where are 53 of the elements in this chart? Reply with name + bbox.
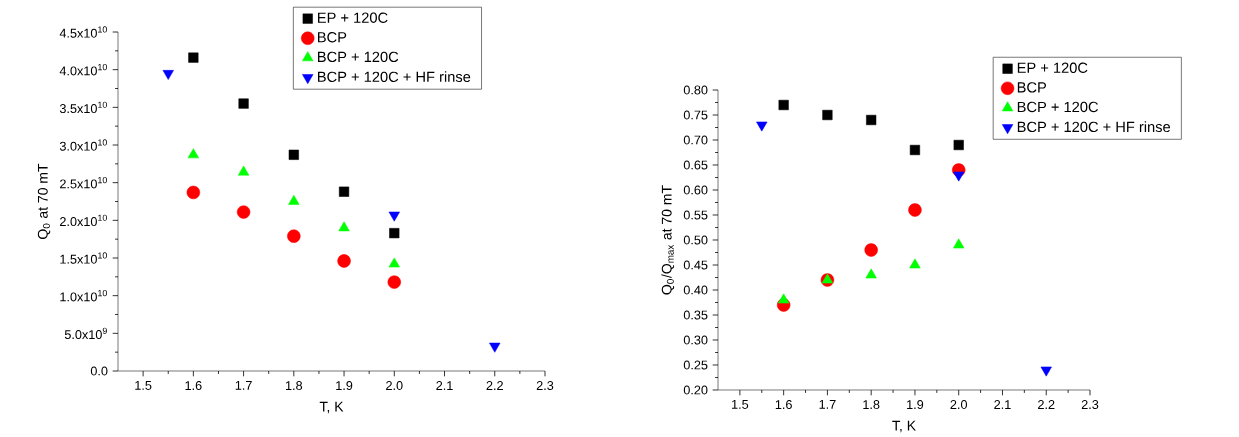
y-tick-label: 2.5x10$^{10}$ [60,176,107,189]
legend-label: BCP + 120C + HF rinse [1017,121,1171,133]
x-tick-label: 1.9 [907,400,924,410]
y-tick-label: 0.55 [683,210,708,220]
y-tick-label: 0.35 [683,310,708,320]
x-tick-label: 1.8 [285,381,303,391]
x-tick-label: 1.7 [235,381,252,390]
x-tick-label: 1.7 [819,400,836,409]
legend-label: BCP + 120C [1017,101,1098,113]
x-tick-label: 1.6 [185,381,202,391]
legend-label: BCP + 120C [318,51,399,63]
y-tick-label: 0.25 [683,360,708,370]
x-tick-label: 2.1 [994,400,1011,409]
y-axis-title: Q$_{0}$/Q$_{max}$ at 70 mT [661,185,675,295]
y-tick-label: 1.0x10$^{10}$ [60,289,107,302]
legend-label: BCP [318,32,347,43]
y-tick-label: 5.0x10$^{9}$ [64,327,107,340]
y-tick-label: 0.50 [683,235,708,245]
legend-label: BCP + 120C + HF rinse [318,71,471,83]
y-tick-label: 3.0x10$^{10}$ [59,139,107,151]
x-tick-label: 1.5 [135,381,152,390]
y-tick-label: 2.0x10$^{10}$ [60,214,107,227]
y-tick-label: 0.70 [683,135,708,145]
x-axis-title: T, K [892,420,916,433]
y-tick-label: 0.65 [683,160,708,170]
y-tick-label: 4.5x10$^{10}$ [59,26,107,38]
y-tick-label: 0.20 [683,385,708,395]
x-tick-label: 2.2 [1038,400,1055,409]
y-tick-label: 1.5x10$^{10}$ [60,252,107,264]
legend-label: EP + 120C [1017,62,1088,73]
y-tick-label: 0.0 [90,366,108,376]
x-tick-label: 2.3 [1081,400,1099,410]
x-tick-label: 2.2 [486,381,503,390]
y-axis-title: Q$_{0}$ at 70 mT [37,163,51,239]
x-tick-label: 2.3 [536,381,554,391]
y-tick-label: 4.0x10$^{10}$ [59,63,107,76]
y-tick-label: 0.75 [683,110,708,120]
x-axis-title: T, K [319,401,344,414]
x-tick-label: 2.0 [950,400,968,410]
x-tick-label: 1.6 [775,400,792,410]
x-tick-label: 1.5 [732,400,749,409]
x-tick-label: 1.8 [863,400,880,410]
x-tick-label: 1.9 [336,381,353,391]
y-tick-label: 0.45 [683,260,708,270]
legend-label: EP + 120C [318,12,388,23]
x-tick-label: 2.0 [386,381,403,391]
y-tick-label: 3.5x10$^{10}$ [59,101,107,114]
y-tick-label: 0.60 [683,185,708,195]
y-tick-label: 0.40 [683,285,708,295]
x-tick-label: 2.1 [436,381,453,390]
y-tick-label: 0.30 [683,335,708,345]
legend-label: BCP [1017,82,1047,93]
y-tick-label: 0.80 [683,85,708,95]
